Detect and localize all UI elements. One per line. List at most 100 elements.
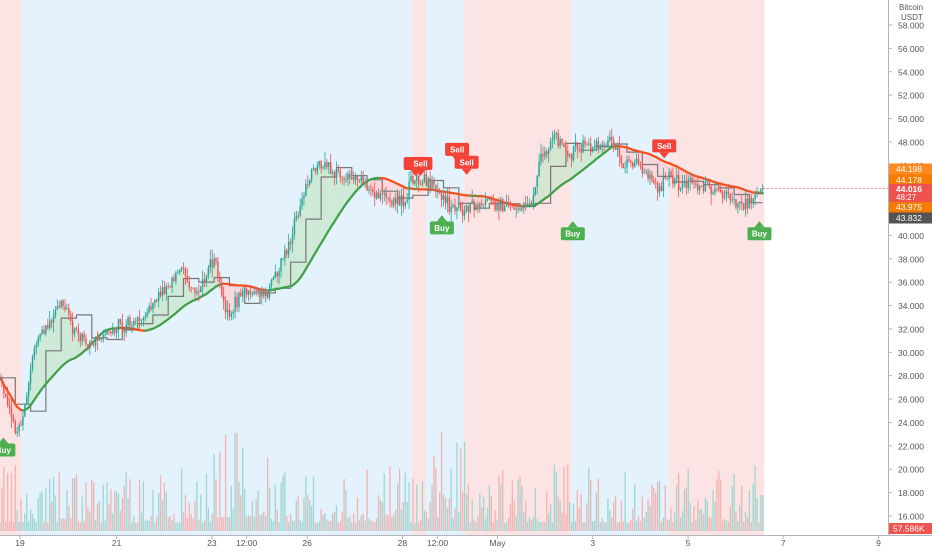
volume-bar <box>468 484 469 531</box>
candle-body <box>43 330 44 334</box>
buy-label: Buy <box>0 446 11 455</box>
candle-body <box>710 187 711 195</box>
candle-body <box>173 278 174 282</box>
volume-bar <box>724 519 725 531</box>
volume-bar <box>18 522 19 531</box>
volume-bar <box>680 517 681 531</box>
volume-bar <box>240 495 241 531</box>
volume-bar <box>762 495 763 531</box>
volume-bar <box>118 494 119 531</box>
candle-body <box>538 162 539 176</box>
candle-body <box>185 268 186 275</box>
volume-bar <box>667 519 668 531</box>
candle-body <box>619 147 620 157</box>
candle-body <box>36 345 37 348</box>
candle-body <box>9 405 10 409</box>
candle-body <box>699 187 700 191</box>
volume-bar <box>212 514 213 531</box>
volume-bar <box>428 518 429 531</box>
volume-bar <box>349 516 350 531</box>
volume-bar <box>254 517 255 531</box>
candle-body <box>735 199 736 207</box>
candle-body <box>309 180 310 185</box>
volume-bar <box>452 518 453 531</box>
candle-body <box>110 331 111 333</box>
candle-body <box>317 165 318 171</box>
time-tick-label: 12:00 <box>236 538 258 548</box>
volume-bar <box>366 469 367 531</box>
candle-body <box>431 180 432 190</box>
candle-body <box>391 201 392 206</box>
candle-body <box>200 287 201 292</box>
volume-bar <box>95 520 96 531</box>
candle-body <box>280 258 281 271</box>
candle-body <box>556 133 557 134</box>
volume-bar <box>70 518 71 531</box>
volume-bar <box>640 521 641 531</box>
candle-body <box>724 197 725 198</box>
candle-body <box>405 202 406 206</box>
volume-bar <box>192 518 193 531</box>
candle-body <box>196 291 197 293</box>
volume-bar <box>89 512 90 531</box>
volume-bar <box>340 521 341 531</box>
volume-bar <box>644 518 645 531</box>
volume-bar <box>577 490 578 531</box>
candle-body <box>148 306 149 312</box>
time-tick-label: May <box>490 538 507 548</box>
volume-bar <box>473 520 474 531</box>
bg-zone-red <box>669 0 764 535</box>
price-tick-label: 18.000 <box>898 488 924 498</box>
volume-bar <box>701 509 702 531</box>
volume-bar <box>259 515 260 531</box>
candle-body <box>45 325 46 333</box>
time-tick-label: 12:00 <box>427 538 449 548</box>
volume-bar <box>718 471 719 531</box>
volume-bar <box>378 495 379 531</box>
volume-bar <box>363 513 364 531</box>
candle-body <box>137 317 138 321</box>
volume-bar <box>342 512 343 531</box>
volume-bar <box>248 515 249 531</box>
candle-body <box>647 172 648 179</box>
candle-body <box>131 325 132 326</box>
candle-body <box>410 176 411 181</box>
volume-bar <box>517 480 518 531</box>
volume-bar <box>36 523 37 531</box>
volume-bar <box>336 505 337 531</box>
candle-body <box>514 207 515 210</box>
volume-bar <box>657 482 658 531</box>
volume-bar <box>361 516 362 531</box>
volume-bar <box>584 522 585 531</box>
volume-bar <box>561 512 562 531</box>
volume-bar <box>334 512 335 531</box>
volume-bar <box>271 519 272 531</box>
candle-body <box>145 316 146 318</box>
candle-body <box>594 146 595 147</box>
volume-bar <box>600 522 601 531</box>
candle-body <box>733 199 734 200</box>
volume-bar <box>221 517 222 531</box>
volume-bar <box>168 518 169 531</box>
volume-bar <box>651 485 652 531</box>
candle-body <box>517 208 518 209</box>
candle-body <box>160 292 161 296</box>
volume-bar <box>697 501 698 531</box>
volume-bar <box>242 448 243 531</box>
volume-bar <box>326 519 327 531</box>
volume-bar <box>59 473 60 531</box>
candle-body <box>596 141 597 147</box>
volume-bar <box>414 522 415 531</box>
candle-body <box>59 306 60 307</box>
candle-body <box>580 150 581 152</box>
candle-body <box>20 425 21 426</box>
candle-body <box>630 161 631 163</box>
candle-body <box>590 143 591 151</box>
candle-body <box>248 291 249 295</box>
volume-bar <box>573 503 574 531</box>
price-label-text: 43.832 <box>896 213 922 223</box>
candle-body <box>53 316 54 323</box>
volume-bar <box>273 522 274 531</box>
